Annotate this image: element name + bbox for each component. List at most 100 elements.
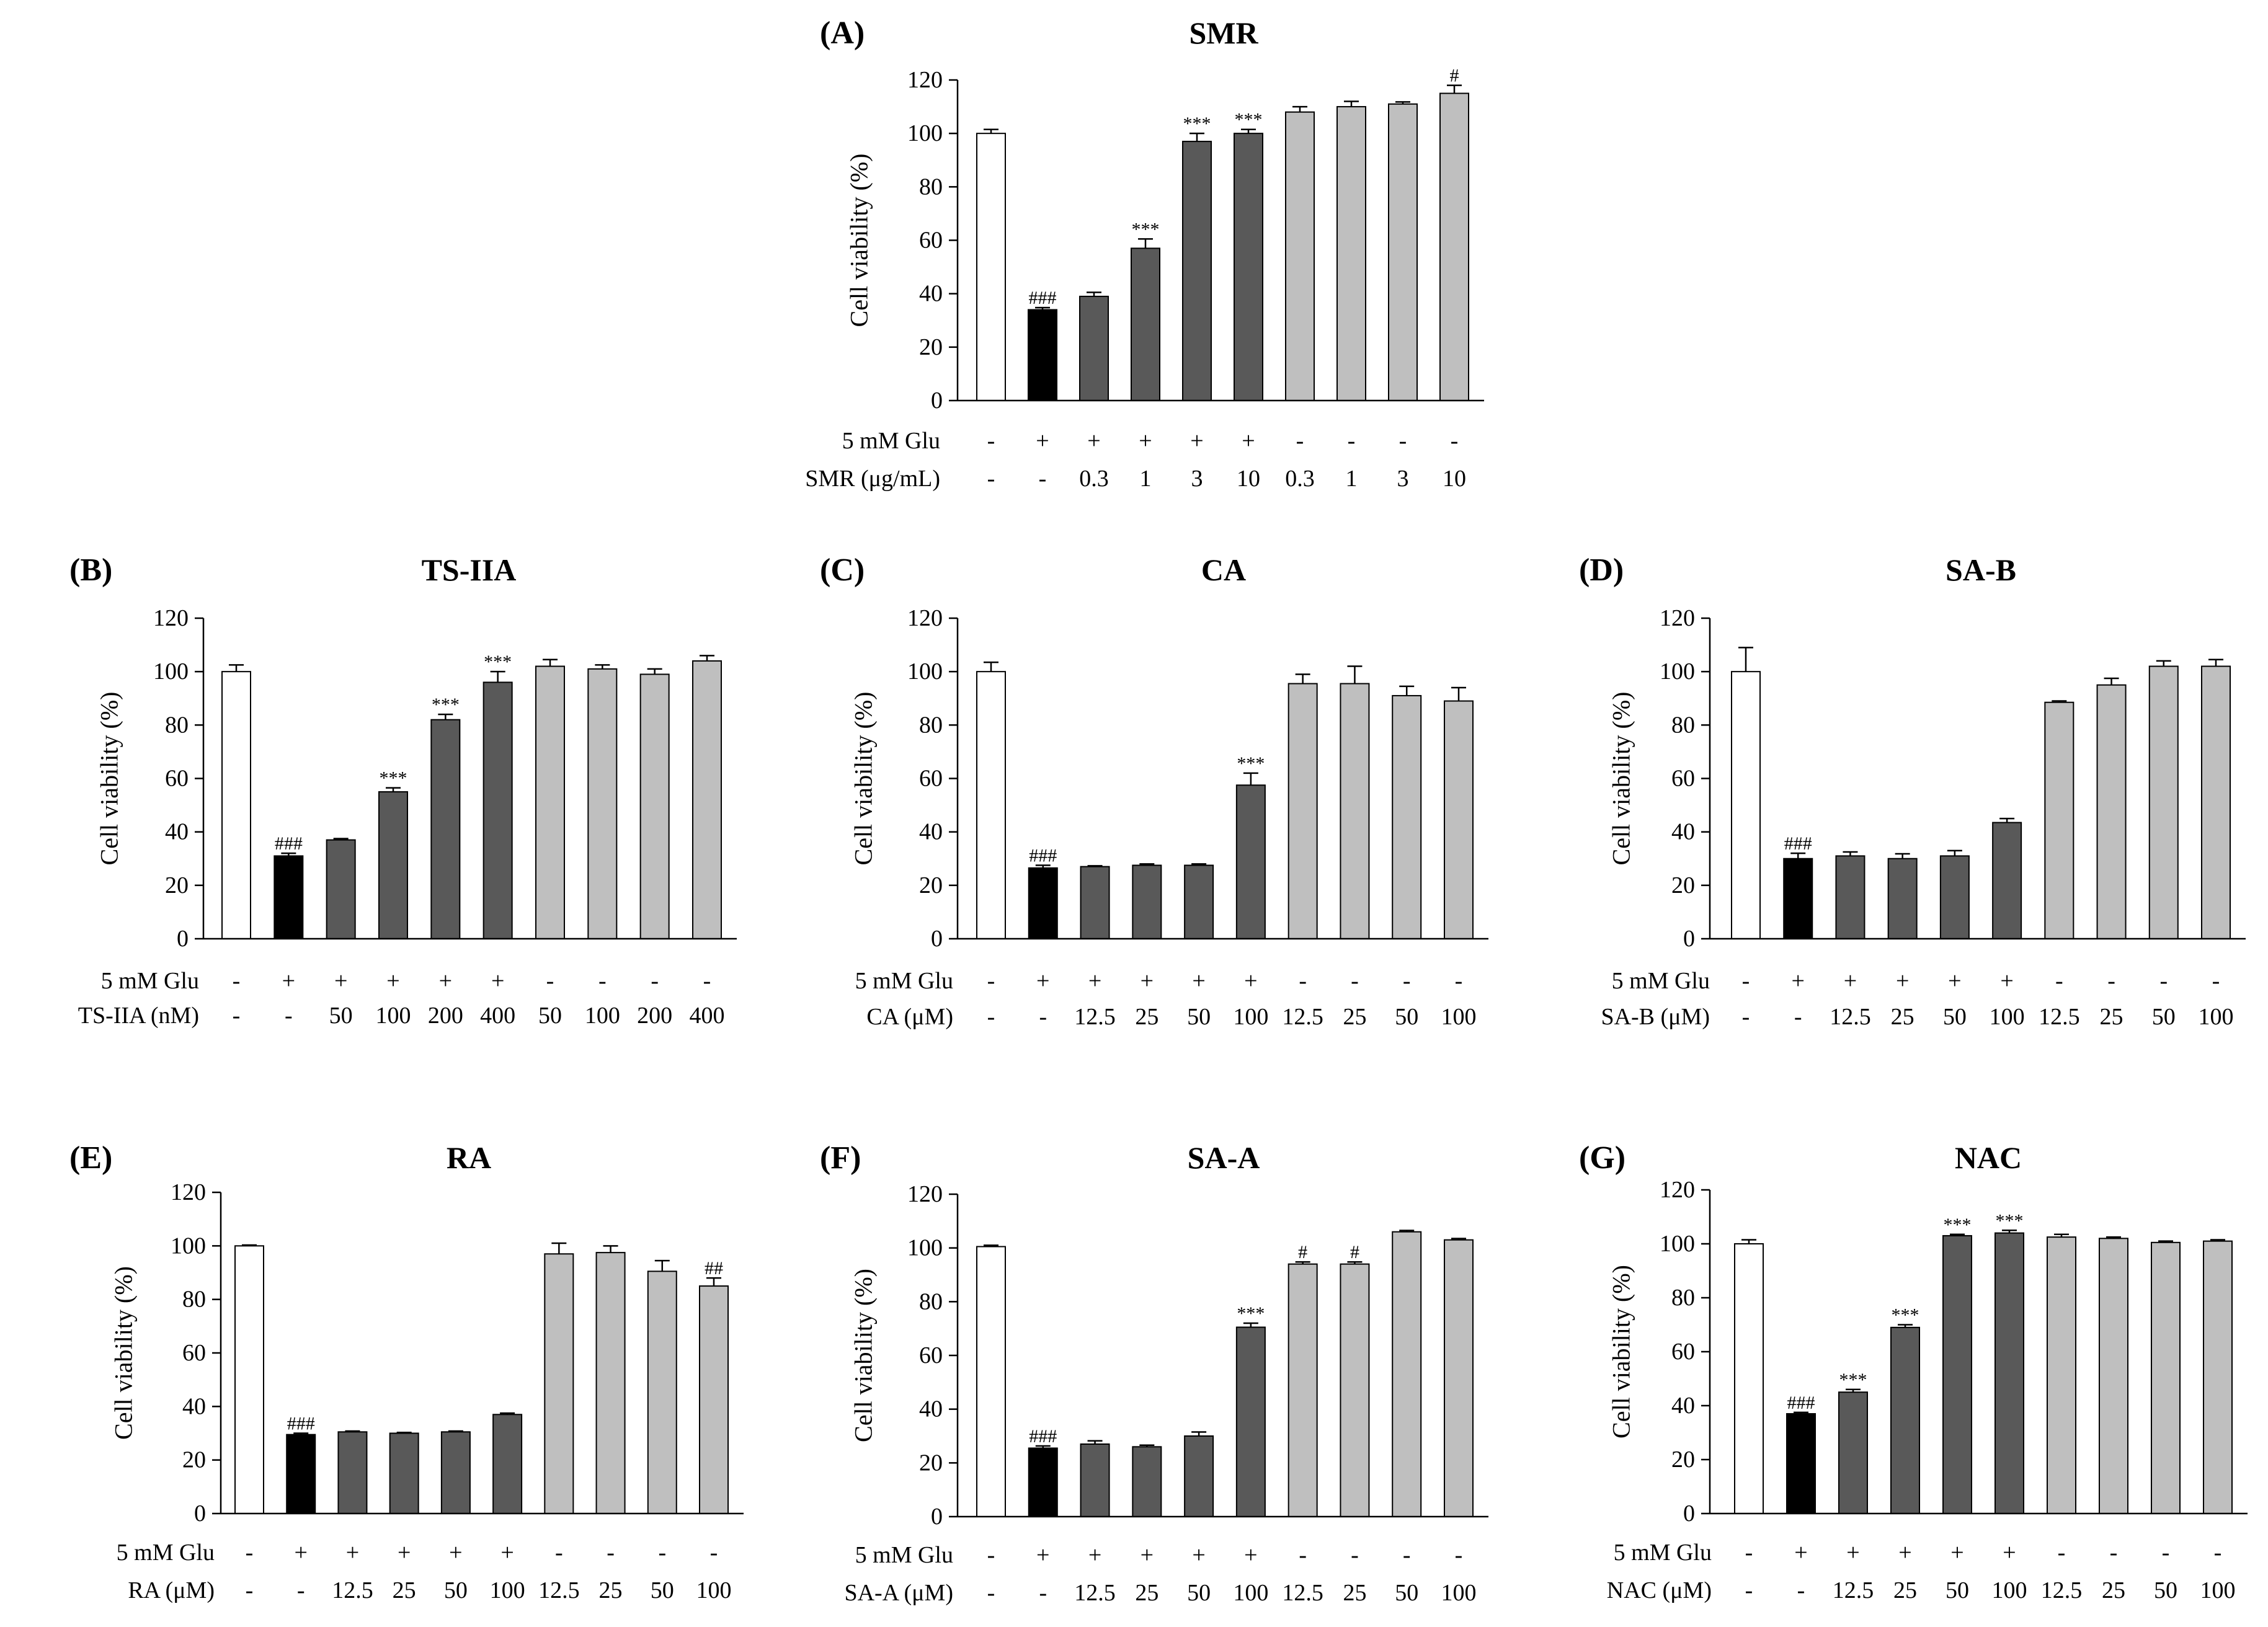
significance-label: ### — [287, 1414, 315, 1434]
dose-cell: 100 — [2199, 1004, 2234, 1030]
glutamate-cell: + — [1087, 428, 1100, 454]
y-tick-label: 0 — [931, 388, 943, 414]
error-bar-c-6 — [1295, 673, 1310, 684]
dose-cell: 100 — [585, 1003, 620, 1029]
dose-cell: 12.5 — [1833, 1577, 1874, 1603]
bar-b-9 — [692, 660, 722, 940]
error-bar-d-7 — [2104, 677, 2119, 685]
glutamate-cell: + — [1792, 968, 1805, 994]
dose-cell: 10 — [1237, 466, 1260, 492]
dose-cell: - — [1039, 1580, 1047, 1606]
error-bar-d-2 — [1843, 851, 1858, 856]
dose-cell: - — [1745, 1577, 1753, 1603]
glutamate-cell: - — [546, 968, 554, 994]
glutamate-cell: - — [1745, 1540, 1753, 1566]
y-tick-label: 20 — [919, 1450, 943, 1476]
dose-cell: 12.5 — [332, 1577, 373, 1603]
error-bar-e-0 — [242, 1244, 257, 1246]
bar-d-6 — [2044, 701, 2075, 940]
y-tick-label: 0 — [931, 1504, 943, 1530]
panel-e: (E) RA Cell viability (%) 0 20 40 60 80 100 120 ##… — [69, 1140, 744, 1603]
bar-b-6 — [535, 665, 565, 940]
glutamate-cell: + — [1036, 1542, 1049, 1568]
y-tick-label: 100 — [171, 1233, 206, 1259]
bar-a-0 — [976, 133, 1006, 402]
significance-label: *** — [380, 768, 407, 789]
bar-g-0 — [1734, 1243, 1764, 1514]
bar-e-0 — [234, 1245, 264, 1515]
significance-label: *** — [1237, 1303, 1265, 1324]
glutamate-cell: + — [1794, 1540, 1807, 1566]
y-tick-label: 60 — [919, 766, 943, 792]
error-bar-c-8 — [1399, 685, 1415, 696]
error-bar-a-1 — [1035, 306, 1050, 310]
bar-g-6 — [2047, 1236, 2076, 1514]
glutamate-cell: + — [439, 968, 452, 994]
glutamate-row-label: 5 mM Glu — [1612, 968, 1710, 994]
glutamate-cell: + — [1244, 968, 1257, 994]
significance-label: *** — [1183, 113, 1211, 134]
error-bar-b-3 — [386, 787, 401, 792]
dose-cell: 25 — [1343, 1580, 1366, 1606]
chart-title: SA-B — [1946, 552, 2016, 587]
dose-cell: 1 — [1140, 466, 1152, 492]
glutamate-cell: + — [1844, 968, 1857, 994]
glutamate-cell: - — [1451, 428, 1459, 454]
chart-title: TS-IIA — [422, 552, 517, 587]
error-bar-b-7 — [595, 664, 610, 669]
dose-cell: 12.5 — [1282, 1004, 1323, 1030]
glutamate-cell: + — [1139, 428, 1152, 454]
dose-cell: 25 — [1891, 1004, 1914, 1030]
glutamate-cell: + — [1896, 968, 1909, 994]
dose-cell: 400 — [690, 1003, 725, 1029]
dose-cell: 50 — [1187, 1580, 1211, 1606]
glutamate-cell: - — [710, 1540, 718, 1566]
error-bar-d-1 — [1790, 852, 1806, 859]
error-bar-a-6 — [1292, 105, 1307, 112]
glutamate-cell: + — [1141, 968, 1154, 994]
panel-label: (D) — [1579, 552, 1624, 588]
glutamate-cell: + — [1242, 428, 1255, 454]
y-tick-label: 80 — [1671, 712, 1695, 738]
error-bar-e-8 — [654, 1259, 670, 1272]
dose-cell: 0.3 — [1285, 466, 1315, 492]
bar-f-0 — [976, 1246, 1006, 1517]
chart-title: SMR — [1189, 16, 1258, 50]
y-tick-label: 100 — [1660, 1231, 1695, 1257]
bar-g-8 — [2151, 1241, 2181, 1514]
y-tick-label: 80 — [182, 1287, 206, 1313]
error-bar-f-7 — [1347, 1261, 1363, 1264]
glutamate-cell: - — [246, 1540, 254, 1566]
glutamate-cell: + — [1950, 1540, 1963, 1566]
glutamate-cell: - — [1742, 968, 1750, 994]
error-bar-e-7 — [603, 1245, 618, 1253]
glutamate-cell: + — [1192, 1542, 1205, 1568]
dose-cell: 400 — [480, 1003, 515, 1029]
dose-cell: 1 — [1346, 466, 1358, 492]
glutamate-cell: + — [1141, 1542, 1154, 1568]
dose-cell: 25 — [2100, 1004, 2123, 1030]
glutamate-cell: + — [386, 968, 399, 994]
dose-cell: 25 — [2102, 1577, 2125, 1603]
error-bar-a-8 — [1395, 101, 1410, 104]
y-axis-label: Cell viability (%) — [850, 692, 878, 866]
dose-cell: 12.5 — [1282, 1580, 1323, 1606]
error-bar-d-8 — [2156, 660, 2171, 667]
bar-f-7 — [1340, 1263, 1370, 1517]
glutamate-cell: + — [449, 1540, 462, 1566]
glutamate-cell: + — [1898, 1540, 1911, 1566]
y-tick-label: 40 — [919, 819, 943, 845]
dose-cell: 50 — [538, 1003, 562, 1029]
bar-g-2 — [1838, 1391, 1868, 1514]
significance-label: *** — [1235, 110, 1263, 130]
dose-cell: - — [987, 1580, 995, 1606]
dose-cell: 100 — [696, 1577, 732, 1603]
glutamate-cell: + — [491, 968, 504, 994]
bar-a-2 — [1079, 295, 1109, 401]
bar-d-7 — [2096, 684, 2127, 940]
bar-g-3 — [1890, 1326, 1920, 1515]
glutamate-row-label: 5 mM Glu — [117, 1540, 215, 1566]
bar-f-1 — [1028, 1447, 1058, 1517]
dose-row-label: RA (μM) — [128, 1577, 215, 1603]
panel-f: (F) SA-A Cell viability (%) 0 20 40 60 80 100 120… — [820, 1140, 1488, 1606]
